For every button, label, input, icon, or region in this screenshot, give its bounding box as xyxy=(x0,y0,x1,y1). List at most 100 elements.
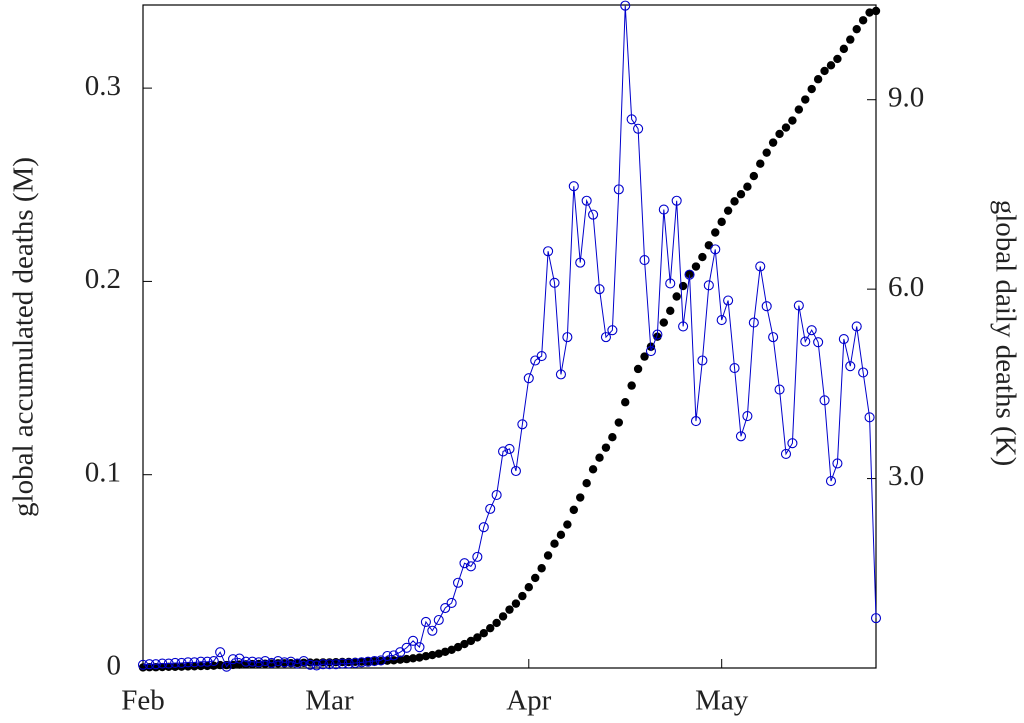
accumulated-marker xyxy=(627,381,636,390)
daily-marker xyxy=(170,657,181,668)
accumulated-marker xyxy=(743,182,752,191)
daily-marker xyxy=(260,656,271,667)
daily-marker xyxy=(562,332,573,343)
daily-marker xyxy=(819,395,830,406)
daily-marker xyxy=(272,656,284,667)
accumulated-marker xyxy=(833,54,842,64)
accumulated-marker xyxy=(479,629,488,638)
accumulated-marker xyxy=(730,197,739,206)
daily-marker xyxy=(491,489,502,501)
daily-marker xyxy=(658,204,669,215)
accumulated-marker xyxy=(408,654,418,663)
daily-marker xyxy=(787,438,798,449)
daily-marker xyxy=(356,657,367,668)
accumulated-marker xyxy=(704,241,714,250)
daily-marker xyxy=(285,656,296,667)
daily-marker xyxy=(607,325,618,336)
y-tick-label: 0.1 xyxy=(85,456,121,488)
daily-marker xyxy=(266,657,277,668)
plot-frame xyxy=(142,4,877,669)
daily-marker xyxy=(337,658,348,669)
accumulated-marker xyxy=(723,206,733,215)
accumulated-marker xyxy=(788,116,797,125)
daily-marker xyxy=(362,656,374,667)
x-tick-label: May xyxy=(695,685,749,717)
accumulated-marker xyxy=(685,269,694,279)
daily-marker xyxy=(472,551,483,562)
daily-marker xyxy=(594,284,605,295)
daily-marker xyxy=(671,195,682,206)
daily-marker xyxy=(838,333,849,345)
daily-marker xyxy=(137,659,149,670)
y-tick-label: 0.3 xyxy=(85,70,121,102)
daily-marker xyxy=(182,657,194,668)
daily-marker xyxy=(870,613,882,624)
accumulated-marker xyxy=(415,653,424,662)
daily-marker xyxy=(523,373,534,384)
accumulated-marker xyxy=(543,551,553,560)
accumulated-marker xyxy=(826,61,836,70)
daily-marker xyxy=(780,448,792,459)
accumulated-marker xyxy=(640,352,649,361)
daily-marker xyxy=(517,419,528,430)
daily-marker xyxy=(703,280,714,291)
daily-marker xyxy=(633,123,644,134)
daily-marker xyxy=(401,642,412,653)
daily-marker xyxy=(510,465,521,477)
daily-marker xyxy=(215,647,226,658)
daily-marker xyxy=(388,650,399,661)
y-axis-title: global accumulated deaths (M) xyxy=(8,157,40,517)
daily-marker xyxy=(697,355,708,366)
accumulated-marker xyxy=(608,433,617,442)
daily-marker xyxy=(240,656,251,667)
daily-marker xyxy=(433,614,444,626)
accumulated-marker xyxy=(633,364,643,374)
daily-marker xyxy=(279,657,290,668)
daily-marker xyxy=(845,361,856,372)
accumulated-marker xyxy=(505,605,514,614)
accumulated-marker xyxy=(717,217,726,227)
accumulated-marker xyxy=(813,75,823,84)
daily-marker xyxy=(465,561,476,572)
daily-marker xyxy=(813,337,824,348)
daily-marker xyxy=(851,321,862,332)
daily-marker xyxy=(292,658,303,669)
daily-marker xyxy=(761,301,772,312)
daily-marker xyxy=(350,657,361,668)
daily-marker xyxy=(735,431,747,442)
daily-marker xyxy=(343,658,354,669)
accumulated-marker xyxy=(614,418,624,427)
accumulated-marker xyxy=(486,623,495,633)
daily-marker xyxy=(652,329,663,340)
accumulated-marker xyxy=(421,652,431,661)
daily-marker xyxy=(742,411,753,422)
y2-tick-label: 6.0 xyxy=(888,271,924,303)
accumulated-marker xyxy=(865,8,874,17)
accumulated-marker xyxy=(511,599,521,608)
daily-marker xyxy=(832,458,843,469)
daily-marker xyxy=(555,369,566,380)
daily-marker xyxy=(414,642,425,653)
daily-marker xyxy=(588,209,599,220)
accumulated-marker xyxy=(601,443,611,452)
accumulated-marker xyxy=(588,465,598,474)
daily-marker xyxy=(446,597,457,609)
daily-marker xyxy=(234,653,245,664)
daily-marker xyxy=(253,657,264,668)
accumulated-marker xyxy=(498,612,508,621)
daily-marker xyxy=(221,661,232,672)
accumulated-marker xyxy=(621,398,630,407)
accumulated-marker xyxy=(595,453,604,462)
accumulated-marker xyxy=(871,6,881,16)
accumulated-marker xyxy=(672,292,681,301)
accumulated-marker xyxy=(550,539,559,548)
accumulated-marker xyxy=(691,262,701,271)
accumulated-marker xyxy=(402,654,411,664)
accumulated-marker xyxy=(698,252,707,262)
x-tick-label: Apr xyxy=(506,685,551,717)
accumulated-marker xyxy=(839,44,849,54)
daily-marker xyxy=(305,659,316,670)
daily-marker xyxy=(485,503,496,514)
daily-marker xyxy=(774,384,785,395)
daily-marker xyxy=(408,635,419,646)
